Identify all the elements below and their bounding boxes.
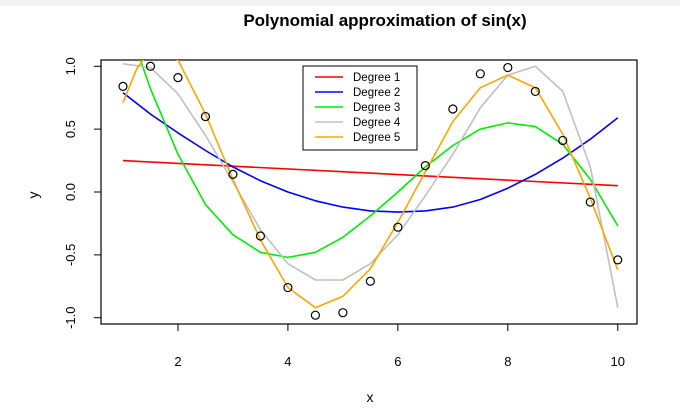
data-point xyxy=(613,255,623,265)
data-point xyxy=(530,86,540,97)
x-tick-label: 6 xyxy=(394,354,401,369)
y-tick-label: 0.5 xyxy=(63,120,78,138)
series-lines xyxy=(122,60,619,309)
data-point xyxy=(420,161,430,171)
data-point xyxy=(228,169,238,179)
x-tick-label: 10 xyxy=(611,354,625,369)
legend-entry: Degree 2 xyxy=(353,87,400,99)
legend-entry: Degree 1 xyxy=(353,72,400,84)
data-point xyxy=(283,282,293,293)
x-tick-label: 8 xyxy=(504,354,511,369)
data-point xyxy=(585,197,595,207)
chart-title: Polynomial approximation of sin(x) xyxy=(243,11,526,30)
series-line-degree-2 xyxy=(122,92,619,213)
y-tick-label: 0.0 xyxy=(63,183,78,201)
data-point xyxy=(365,276,375,286)
data-point xyxy=(255,231,266,241)
y-tick-label: -1.0 xyxy=(63,307,78,329)
data-point xyxy=(558,135,568,146)
axes: 2 4 6 8 10 -1.0 -0.5 0.0 0.5 1.0 xyxy=(63,57,625,369)
data-point xyxy=(200,111,211,122)
data-point xyxy=(173,72,183,83)
x-axis-label: x xyxy=(367,389,374,405)
y-axis-label: y xyxy=(25,192,41,199)
data-points xyxy=(118,61,623,320)
legend-entry: Degree 3 xyxy=(353,102,400,114)
series-line-degree-3 xyxy=(139,60,619,259)
data-point xyxy=(448,104,458,114)
legend: Degree 1 Degree 2 Degree 3 Degree 4 Degree 5 xyxy=(302,65,418,151)
data-point xyxy=(118,81,128,92)
y-tick-label: -0.5 xyxy=(63,244,78,266)
x-tick-label: 2 xyxy=(174,354,181,369)
data-point xyxy=(310,310,320,320)
data-point xyxy=(338,308,348,318)
series-line-degree-5 xyxy=(122,60,619,309)
legend-entry: Degree 5 xyxy=(353,132,400,144)
legend-entry: Degree 4 xyxy=(353,117,401,129)
x-tick-label: 4 xyxy=(284,354,291,369)
series-line-degree-1 xyxy=(122,159,618,187)
data-point xyxy=(503,62,513,73)
legend-box xyxy=(302,65,418,151)
data-point xyxy=(393,222,403,232)
series-line-degree-4 xyxy=(122,63,619,308)
top-strip xyxy=(0,0,680,6)
data-point xyxy=(475,69,485,79)
data-point xyxy=(145,61,156,71)
y-tick-label: 1.0 xyxy=(63,57,78,75)
